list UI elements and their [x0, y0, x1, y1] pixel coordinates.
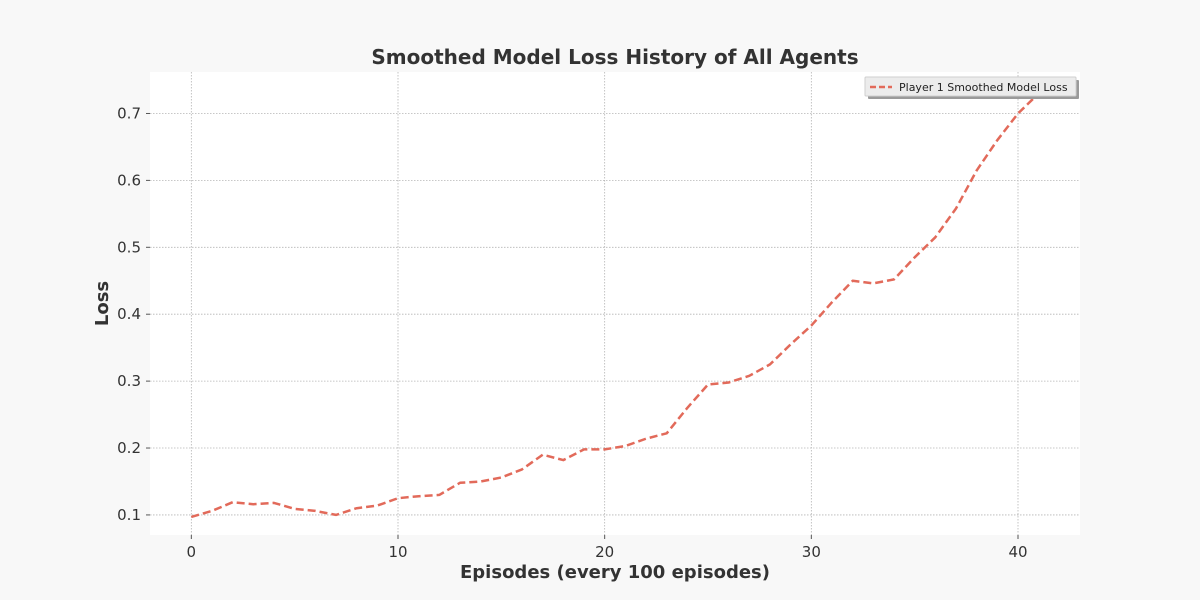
x-tick-label: 0 — [187, 543, 197, 561]
plot-area — [150, 72, 1080, 535]
y-tick-label: 0.2 — [117, 439, 141, 457]
legend-box — [864, 76, 1077, 97]
x-tick-label: 10 — [388, 543, 407, 561]
x-axis-label: Episodes (every 100 episodes) — [460, 562, 770, 583]
chart-title: Smoothed Model Loss History of All Agent… — [371, 45, 858, 69]
y-tick-label: 0.5 — [117, 238, 141, 256]
x-tick-label: 20 — [595, 543, 614, 561]
y-tick-label: 0.7 — [117, 104, 141, 122]
legend-label-player-1: Player 1 Smoothed Model Loss — [899, 81, 1068, 94]
y-tick-label: 0.3 — [117, 372, 141, 390]
x-tick-label: 30 — [802, 543, 821, 561]
y-tick-label: 0.4 — [117, 305, 141, 323]
y-tick-label: 0.6 — [117, 171, 141, 189]
x-tick-label: 40 — [1008, 543, 1027, 561]
y-axis-label: Loss — [92, 281, 113, 326]
legend: Player 1 Smoothed Model Loss — [864, 76, 1079, 99]
series-line-player-1 — [190, 92, 1040, 519]
series-layer — [190, 92, 1040, 519]
axis-ticks: 0 10 20 30 40 0.1 0.2 0.3 0.4 0.5 0.6 0.7 — [117, 104, 1027, 561]
grid — [150, 72, 1080, 535]
y-tick-label: 0.1 — [117, 506, 141, 524]
